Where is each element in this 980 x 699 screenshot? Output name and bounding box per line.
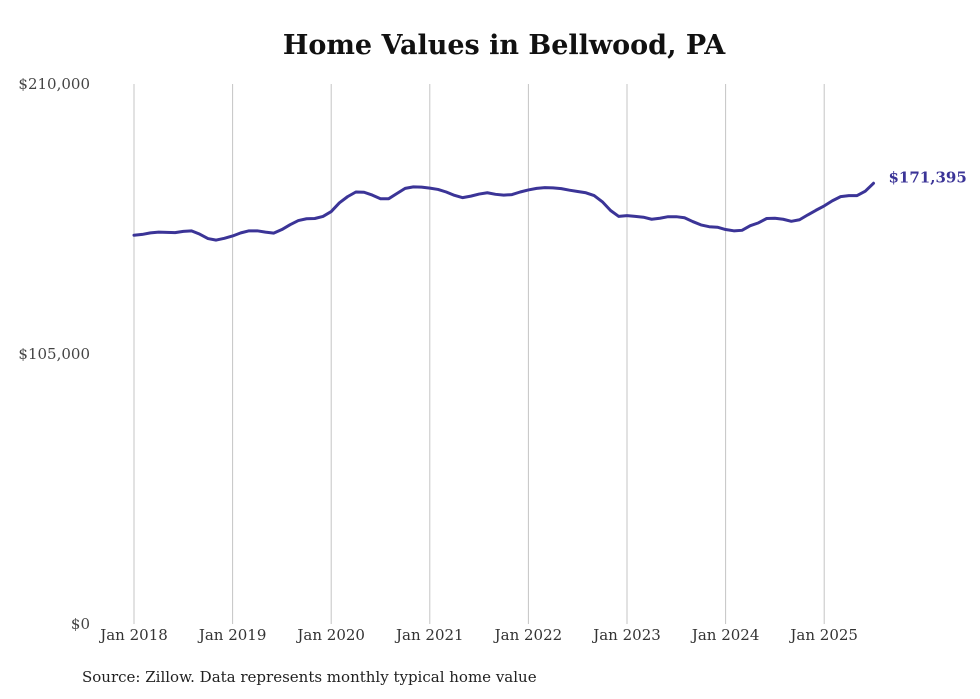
y-tick-label: $0 bbox=[71, 615, 90, 633]
data-labels: $171,395 bbox=[889, 168, 967, 186]
x-tick-label: Jan 2021 bbox=[394, 626, 464, 644]
x-tick-label: Jan 2024 bbox=[690, 626, 760, 644]
series-line bbox=[132, 181, 875, 242]
chart-title: Home Values in Bellwood, PA bbox=[282, 30, 726, 61]
gridlines bbox=[133, 84, 825, 624]
x-tick-label: Jan 2023 bbox=[591, 626, 661, 644]
x-tick-label: Jan 2022 bbox=[493, 626, 563, 644]
y-tick-label: $210,000 bbox=[18, 75, 90, 93]
x-tick-label: Jan 2018 bbox=[98, 626, 168, 644]
series-lines bbox=[132, 181, 875, 242]
source-note: Source: Zillow. Data represents monthly … bbox=[82, 668, 537, 686]
x-axis-ticks: Jan 2018 Jan 2019 Jan 2020 Jan 2021 Jan 2022… bbox=[98, 626, 858, 644]
x-tick-label: Jan 2019 bbox=[197, 626, 267, 644]
x-tick-label: Jan 2025 bbox=[788, 626, 858, 644]
end-value-label: $171,395 bbox=[889, 168, 967, 186]
y-axis-ticks: $0 $105,000 $210,000 bbox=[18, 75, 90, 633]
y-tick-label: $105,000 bbox=[18, 345, 90, 363]
x-tick-label: Jan 2020 bbox=[295, 626, 365, 644]
